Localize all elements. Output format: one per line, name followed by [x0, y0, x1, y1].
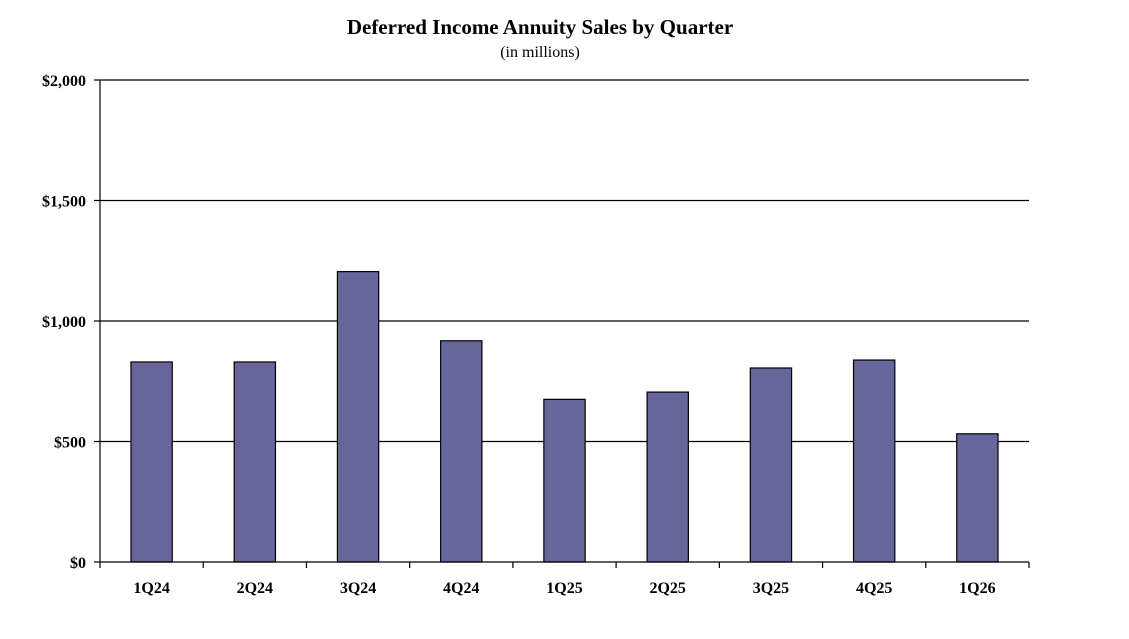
- bar: [749, 367, 793, 563]
- bar: [646, 391, 689, 563]
- x-tick-label: 4Q24: [443, 580, 479, 597]
- x-tick-label: 1Q25: [546, 580, 582, 597]
- bar: [130, 361, 173, 563]
- x-tick-label: 1Q26: [959, 580, 995, 597]
- bar: [233, 361, 277, 563]
- bar: [543, 398, 586, 563]
- x-tick-label: 3Q24: [340, 580, 376, 597]
- bar: [852, 359, 896, 563]
- x-tick-label: 2Q25: [649, 580, 685, 597]
- y-tick-label: $0: [70, 555, 86, 572]
- x-tick-label: 4Q25: [856, 580, 892, 597]
- bars: [130, 270, 999, 563]
- y-tick-label: $500: [54, 435, 86, 452]
- bar: [956, 433, 999, 563]
- y-tick-label: $2,000: [42, 73, 86, 90]
- y-tick-label: $1,000: [42, 314, 86, 331]
- x-tick-label: 1Q24: [133, 580, 169, 597]
- chart-title: Deferred Income Annuity Sales by Quarter: [347, 15, 733, 39]
- bar: [440, 340, 483, 563]
- x-tick-label: 3Q25: [753, 580, 789, 597]
- axes: [94, 79, 1030, 568]
- x-tick-label: 2Q24: [237, 580, 273, 597]
- tick-labels: $0 $500 $1,000 $1,500 $2,000 1Q24 2Q24 3Q24 4Q24…: [42, 73, 996, 597]
- bar: [336, 270, 380, 563]
- y-tick-label: $1,500: [42, 194, 86, 211]
- chart-subtitle: (in millions): [500, 44, 580, 61]
